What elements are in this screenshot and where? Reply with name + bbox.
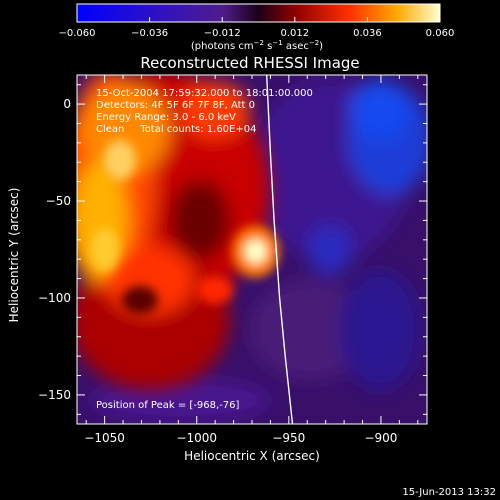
annotation-detectors: Detectors: 4F 5F 6F 7F 8F, Att 0 (96, 100, 255, 111)
y-tick-label: −50 (46, 194, 71, 208)
x-tick-label: −950 (272, 431, 305, 445)
x-tick-label: −900 (364, 431, 397, 445)
colorbar-tick-label: −0.012 (204, 28, 241, 39)
y-axis-label: Heliocentric Y (arcsec) (7, 188, 21, 323)
y-tick-label: 0 (63, 97, 71, 111)
colorbar-tick-label: 0.012 (280, 28, 309, 39)
x-axis-label: Heliocentric X (arcsec) (184, 449, 320, 463)
x-tick-label: −1050 (84, 431, 125, 445)
colorbar-tick-label: −0.036 (131, 28, 168, 39)
footer-date: 15-Jun-2013 13:32 (402, 487, 496, 498)
colorbar: −0.060 −0.036 −0.012 0.012 0.036 0.060 (photo… (58, 3, 454, 52)
colorbar-tick-label: 0.060 (426, 28, 455, 39)
annotation-energy: Energy Range: 3.0 - 6.0 keV (96, 112, 236, 123)
colorbar-tick-label: 0.036 (353, 28, 382, 39)
colorbar-ticks: −0.060 −0.036 −0.012 0.012 0.036 0.060 (58, 17, 454, 39)
annotation-time: 15-Oct-2004 17:59:32.000 to 18:01:00.000 (96, 88, 313, 99)
y-tick-label: −100 (38, 291, 71, 305)
colorbar-unit: (photons cm−2 s−1 asec−2) (191, 39, 323, 52)
peak-position-label: Position of Peak = [-968,-76] (96, 400, 240, 411)
annotations: 15-Oct-2004 17:59:32.000 to 18:01:00.000… (96, 88, 313, 411)
axis-ticks: −1050 −1000 −950 −900 0 −50 −100 −150 (38, 75, 427, 445)
y-tick-label: −150 (38, 388, 71, 402)
colorbar-gradient (76, 3, 441, 23)
annotation-counts: Clean Total counts: 1.60E+04 (96, 124, 256, 135)
x-tick-label: −1000 (176, 431, 217, 445)
heatmap-image (77, 75, 427, 424)
colorbar-tick-label: −0.060 (58, 28, 95, 39)
chart-title: Reconstructed RHESSI Image (140, 54, 359, 72)
solar-limb (266, 75, 294, 424)
